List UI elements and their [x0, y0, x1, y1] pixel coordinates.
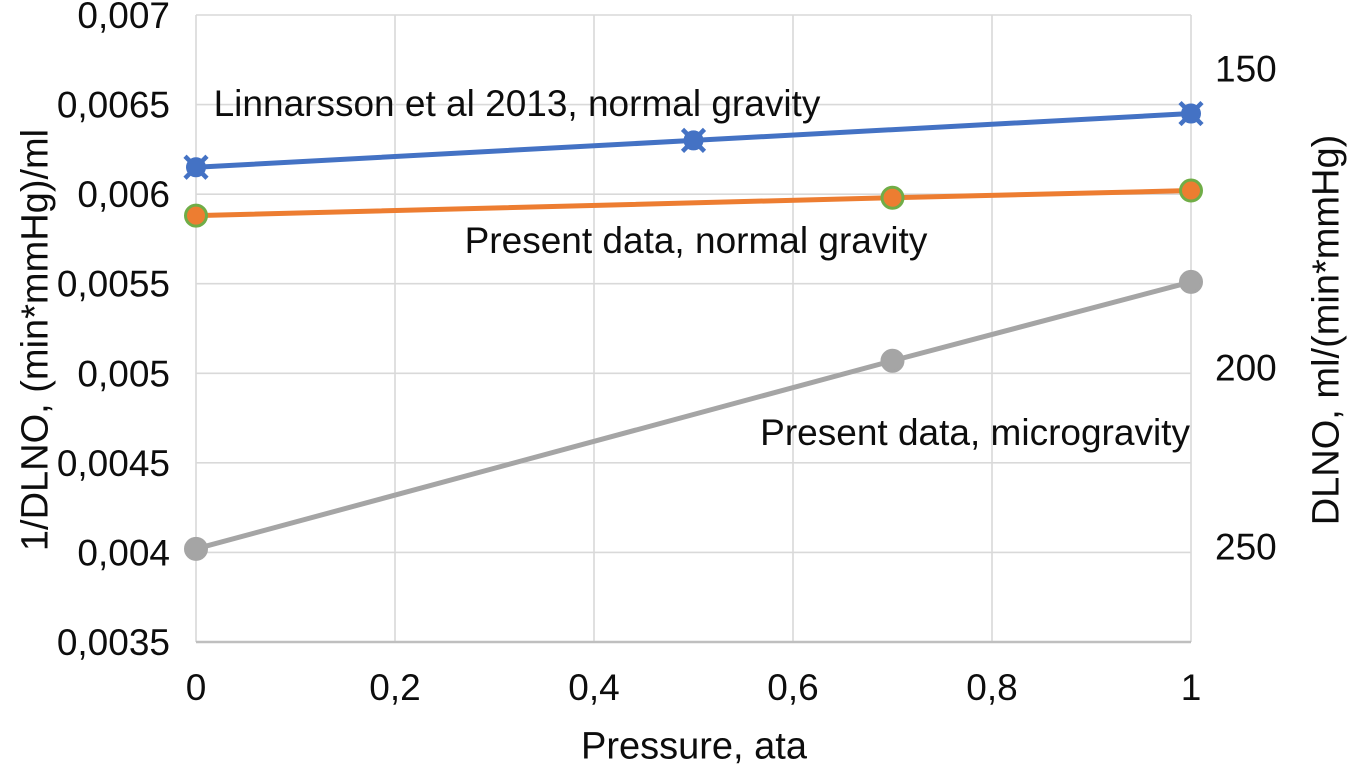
series-marker — [1179, 269, 1203, 294]
series-marker — [880, 185, 905, 210]
right-tick-label: 200 — [1215, 347, 1277, 388]
series-marker — [1181, 103, 1201, 124]
left-tick-label: 0,0045 — [57, 443, 170, 484]
bottom-tick-label: 0 — [186, 667, 207, 708]
bottom-tick-label: 0,6 — [767, 667, 818, 708]
bottom-tick-label: 0,2 — [369, 667, 420, 708]
right-y-axis-title: DLNO, ml/(min*mmHg) — [1305, 134, 1348, 526]
right-tick-label: 250 — [1215, 526, 1277, 567]
series-marker — [880, 348, 905, 373]
left-tick-label: 0,0035 — [57, 622, 170, 663]
left-tick-label: 0,006 — [77, 174, 170, 215]
right-tick-label: 150 — [1215, 49, 1277, 90]
series-marker — [1179, 178, 1203, 203]
bottom-tick-label: 0,8 — [966, 667, 1017, 708]
series-marker — [184, 536, 208, 561]
bottom-tick-label: 1 — [1181, 667, 1202, 708]
left-tick-label: 0,004 — [77, 532, 170, 573]
series-label-1: Present data, normal gravity — [465, 220, 928, 261]
left-tick-label: 0,007 — [77, 0, 170, 36]
left-tick-label: 0,0055 — [57, 264, 170, 305]
left-y-axis-title: 1/DLNO, (min*mmHg)/ml — [14, 128, 57, 552]
series-marker — [186, 157, 206, 178]
series-label-0: Linnarsson et al 2013, normal gravity — [214, 83, 821, 124]
series-label-2: Present data, microgravity — [760, 412, 1190, 453]
x-axis-title: Pressure, ata — [581, 725, 807, 768]
left-tick-label: 0,0065 — [57, 85, 170, 126]
left-tick-label: 0,005 — [77, 353, 170, 394]
series-marker — [184, 203, 208, 228]
bottom-tick-label: 0,4 — [568, 667, 619, 708]
series-marker — [683, 130, 704, 151]
